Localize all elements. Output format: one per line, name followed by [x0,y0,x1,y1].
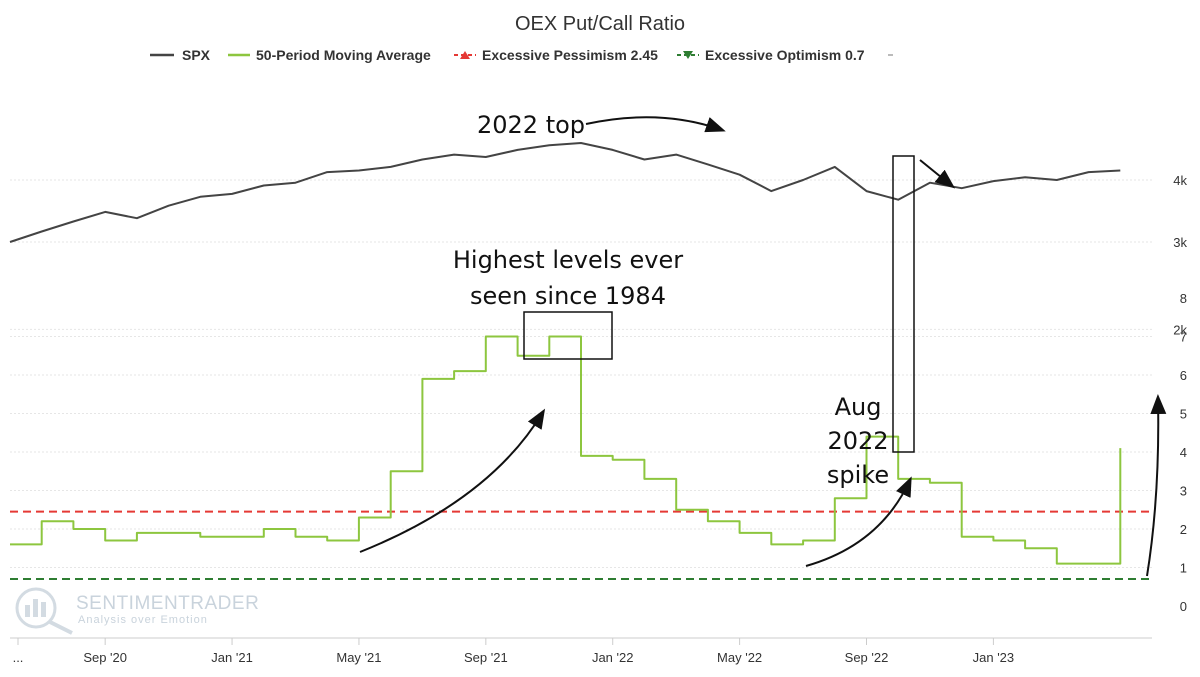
watermark-brand: SENTIMENTRADER [76,593,259,614]
spx-tick-label: 2k [1173,322,1187,337]
legend-item-spx[interactable]: SPX [150,47,211,63]
ratio-tick-label: 5 [1180,407,1187,422]
x-tick-label: Sep '22 [845,650,889,665]
ratio-tick-label: 1 [1180,561,1187,576]
annotation-aug-line2: 2022 [827,427,888,455]
watermark-bar-icon [33,599,38,617]
x-tick-label: Jan '22 [592,650,634,665]
x-tick-label: Sep '21 [464,650,508,665]
highlight-box-highest [523,311,613,360]
annotation-aug-line1: Aug [835,393,882,421]
ratio-tick-label: 0 [1180,599,1187,614]
legend-label-pessimism: Excessive Pessimism 2.45 [482,47,658,63]
x-tick-label: ... [13,650,24,665]
ratio-tick-label: 6 [1180,368,1187,383]
watermark-bar-icon [41,602,46,617]
watermark-logo-icon [15,587,57,629]
legend-triangle-up-icon [460,51,470,59]
spx-tick-label: 3k [1173,235,1187,250]
annotation-highest-line1: Highest levels ever [453,246,683,274]
watermark-handle-icon [49,620,73,635]
spx-tick-label: 4k [1173,173,1187,188]
ratio-tick-label: 8 [1180,291,1187,306]
ratio-axis-ticks: 0 1 2 3 4 5 6 7 8 [1180,291,1187,614]
ratio-tick-label: 2 [1180,522,1187,537]
watermark-tagline: Analysis over Emotion [78,614,208,626]
legend-label-optimism: Excessive Optimism 0.7 [705,47,865,63]
x-tick-label: May '21 [336,650,381,665]
x-axis-ticks: ... Sep '20 Jan '21 May '21 Sep '21 Jan '22 Ma… [13,638,1015,665]
annotation-2022-top: 2022 top [477,111,585,139]
annotation-aug-line3: spike [827,461,889,489]
series-line-moving-average[interactable] [10,335,1122,565]
watermark: SENTIMENTRADER Analysis over Emotion [15,587,259,635]
annotation-highest-line2: seen since 1984 [470,282,666,310]
arrow-highest-levels [359,408,546,553]
arrow-2022-top [585,116,726,133]
x-tick-label: May '22 [717,650,762,665]
legend-item-optimism[interactable]: Excessive Optimism 0.7 [677,47,865,63]
x-tick-label: Jan '21 [211,650,253,665]
ratio-tick-label: 7 [1180,330,1187,345]
x-tick-label: Jan '23 [973,650,1015,665]
legend-item-moving-average[interactable]: 50-Period Moving Average [228,47,431,63]
x-tick-label: Sep '20 [83,650,127,665]
legend[interactable]: SPX 50-Period Moving Average Excessive P… [150,47,893,63]
arrow-spx-decline [919,159,956,189]
annotations: 2022 top Highest levels ever seen since … [359,111,1167,577]
highlight-box-aug-2022 [892,155,915,453]
arrow-aug-spike [805,476,912,567]
legend-item-pessimism[interactable]: Excessive Pessimism 2.45 [454,47,658,63]
ratio-tick-label: 4 [1180,445,1187,460]
legend-triangle-down-icon [683,51,693,59]
ratio-tick-label: 3 [1180,484,1187,499]
legend-label-moving-average: 50-Period Moving Average [256,47,431,63]
legend-label-spx: SPX [182,47,211,63]
chart-title: OEX Put/Call Ratio [515,13,685,35]
watermark-bar-icon [25,605,30,617]
arrow-recent-spike [1146,394,1167,577]
spx-axis-ticks: 2k 3k 4k [1173,173,1187,337]
